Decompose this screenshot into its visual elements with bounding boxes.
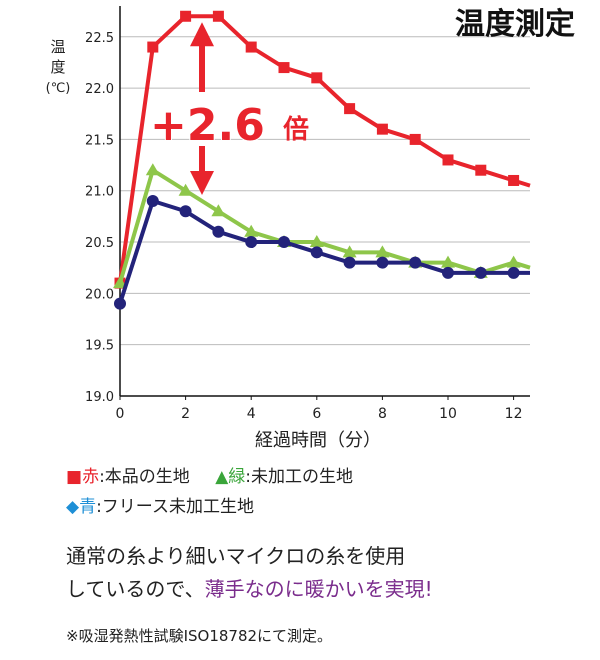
legend-green-color-word: 緑 bbox=[228, 467, 246, 487]
x-tick-label-0: 0 bbox=[116, 406, 125, 422]
series-navy-point-9 bbox=[409, 256, 422, 269]
description-line-2: しているので、薄手なのに暖かいを実現! bbox=[66, 573, 433, 602]
series-navy-point-10 bbox=[442, 266, 454, 279]
y-tick-label-0: 19.0 bbox=[85, 390, 114, 405]
chart-title: 温度測定 bbox=[455, 7, 575, 42]
series-green bbox=[113, 163, 531, 289]
series-red-point-10 bbox=[442, 154, 454, 166]
series-red-point-5 bbox=[278, 62, 290, 74]
series-green-point-3 bbox=[211, 204, 226, 217]
chart-annotation: +2.6 倍 bbox=[149, 22, 309, 195]
series-green-point-10 bbox=[441, 255, 455, 268]
series-navy-point-7 bbox=[343, 256, 356, 269]
series-navy-point-1 bbox=[146, 195, 159, 207]
annotation-arrowhead-down bbox=[190, 171, 214, 195]
series-navy-point-8 bbox=[376, 256, 389, 269]
series-red-point-4 bbox=[245, 41, 257, 53]
series-red-point-11 bbox=[475, 164, 487, 176]
description-line-1: 通常の糸より細いマイクロの糸を使用 bbox=[66, 544, 406, 568]
legend-blue-marker: ◆ bbox=[66, 497, 80, 517]
y-tick-label-3: 20.5 bbox=[85, 236, 114, 251]
chart-series bbox=[113, 10, 531, 310]
temperature-chart: 19.0 19.5 20.0 20.5 21.0 21.5 22.0 22.5 0 2 4 6 8 10 1… bbox=[46, 6, 575, 451]
legend-blue-color-word: 青 bbox=[79, 497, 97, 517]
legend-red-color-word: 赤 bbox=[82, 467, 100, 487]
series-green-point-1 bbox=[145, 163, 160, 176]
series-navy-point-11 bbox=[474, 266, 487, 279]
series-green-point-6 bbox=[309, 235, 324, 248]
series-navy-point-12 bbox=[507, 266, 520, 279]
series-green-point-12 bbox=[506, 255, 521, 268]
y-tick-label-7: 22.5 bbox=[85, 31, 114, 46]
x-tick-label-2: 4 bbox=[247, 406, 256, 422]
series-green-point-7 bbox=[342, 245, 357, 258]
x-tick-label-1: 2 bbox=[181, 406, 190, 422]
series-navy-line bbox=[118, 199, 530, 305]
series-red-point-1 bbox=[147, 41, 159, 53]
series-green-line bbox=[118, 168, 531, 284]
description-highlight: 薄手なのに暖かいを実現! bbox=[204, 577, 433, 601]
y-axis-label-line-1: 温 bbox=[50, 38, 65, 56]
series-green-point-4 bbox=[244, 224, 259, 237]
x-tick-label-3: 6 bbox=[312, 406, 321, 422]
series-red bbox=[114, 10, 531, 289]
legend-row-1: ■赤:本品の生地 ▲緑:未加工の生地 bbox=[66, 462, 373, 487]
legend-item-red: ■赤:本品の生地 bbox=[66, 467, 195, 487]
series-green-point-2 bbox=[178, 183, 193, 196]
x-tick-label-6: 12 bbox=[505, 406, 523, 422]
legend-row-2: ◆青:フリース未加工生地 bbox=[66, 492, 274, 517]
series-navy-point-0 bbox=[114, 297, 126, 310]
series-green-point-8 bbox=[375, 245, 390, 258]
legend-green-marker: ▲ bbox=[215, 467, 229, 487]
series-navy-point-2 bbox=[179, 205, 192, 218]
annotation-suffix: 倍 bbox=[283, 114, 309, 145]
y-tick-label-2: 20.0 bbox=[85, 287, 114, 302]
y-tick-label-5: 21.5 bbox=[85, 133, 114, 148]
series-red-point-12 bbox=[508, 174, 520, 186]
series-red-point-2 bbox=[180, 10, 192, 22]
x-tick-label-4: 8 bbox=[378, 406, 387, 422]
x-axis-label: 経過時間（分） bbox=[255, 430, 381, 451]
y-tick-label-4: 21.0 bbox=[85, 185, 114, 200]
series-red-point-9 bbox=[409, 133, 421, 145]
series-green-point-0 bbox=[113, 276, 127, 289]
series-navy-point-4 bbox=[245, 236, 258, 249]
description-line-2-prefix: しているので、 bbox=[66, 577, 205, 601]
series-navy bbox=[114, 195, 530, 310]
series-navy-point-3 bbox=[212, 225, 225, 238]
legend-red-marker: ■ bbox=[66, 467, 83, 487]
series-red-point-7 bbox=[344, 103, 356, 115]
y-axis-label-line-2: 度 bbox=[50, 58, 65, 76]
series-navy-point-6 bbox=[310, 246, 323, 259]
legend-red-text: :本品の生地 bbox=[99, 467, 190, 487]
legend-item-blue: ◆青:フリース未加工生地 bbox=[66, 497, 254, 517]
x-tick-label-5: 10 bbox=[439, 406, 457, 422]
chart-axes: 19.0 19.5 20.0 20.5 21.0 21.5 22.0 22.5 0 2 4 6 8 10 1… bbox=[85, 6, 530, 422]
legend-blue-text: :フリース未加工生地 bbox=[96, 497, 254, 517]
series-red-point-3 bbox=[212, 10, 224, 22]
footnote: ※吸湿発熱性試験ISO18782にて測定。 bbox=[66, 627, 333, 645]
series-red-point-8 bbox=[376, 123, 388, 135]
annotation-value: +2.6 bbox=[150, 100, 265, 151]
y-axis-label-line-3: (℃) bbox=[46, 81, 71, 96]
y-tick-label-6: 22.0 bbox=[85, 82, 114, 97]
legend-item-green: ▲緑:未加工の生地 bbox=[215, 467, 353, 487]
annotation-arrowhead-up bbox=[190, 22, 214, 47]
y-tick-label-1: 19.5 bbox=[85, 339, 114, 354]
series-red-point-6 bbox=[311, 72, 323, 84]
series-navy-point-5 bbox=[278, 236, 290, 249]
legend-green-text: :未加工の生地 bbox=[245, 467, 354, 487]
